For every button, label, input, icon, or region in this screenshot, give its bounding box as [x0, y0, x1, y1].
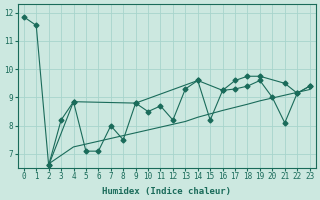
X-axis label: Humidex (Indice chaleur): Humidex (Indice chaleur) [102, 187, 231, 196]
